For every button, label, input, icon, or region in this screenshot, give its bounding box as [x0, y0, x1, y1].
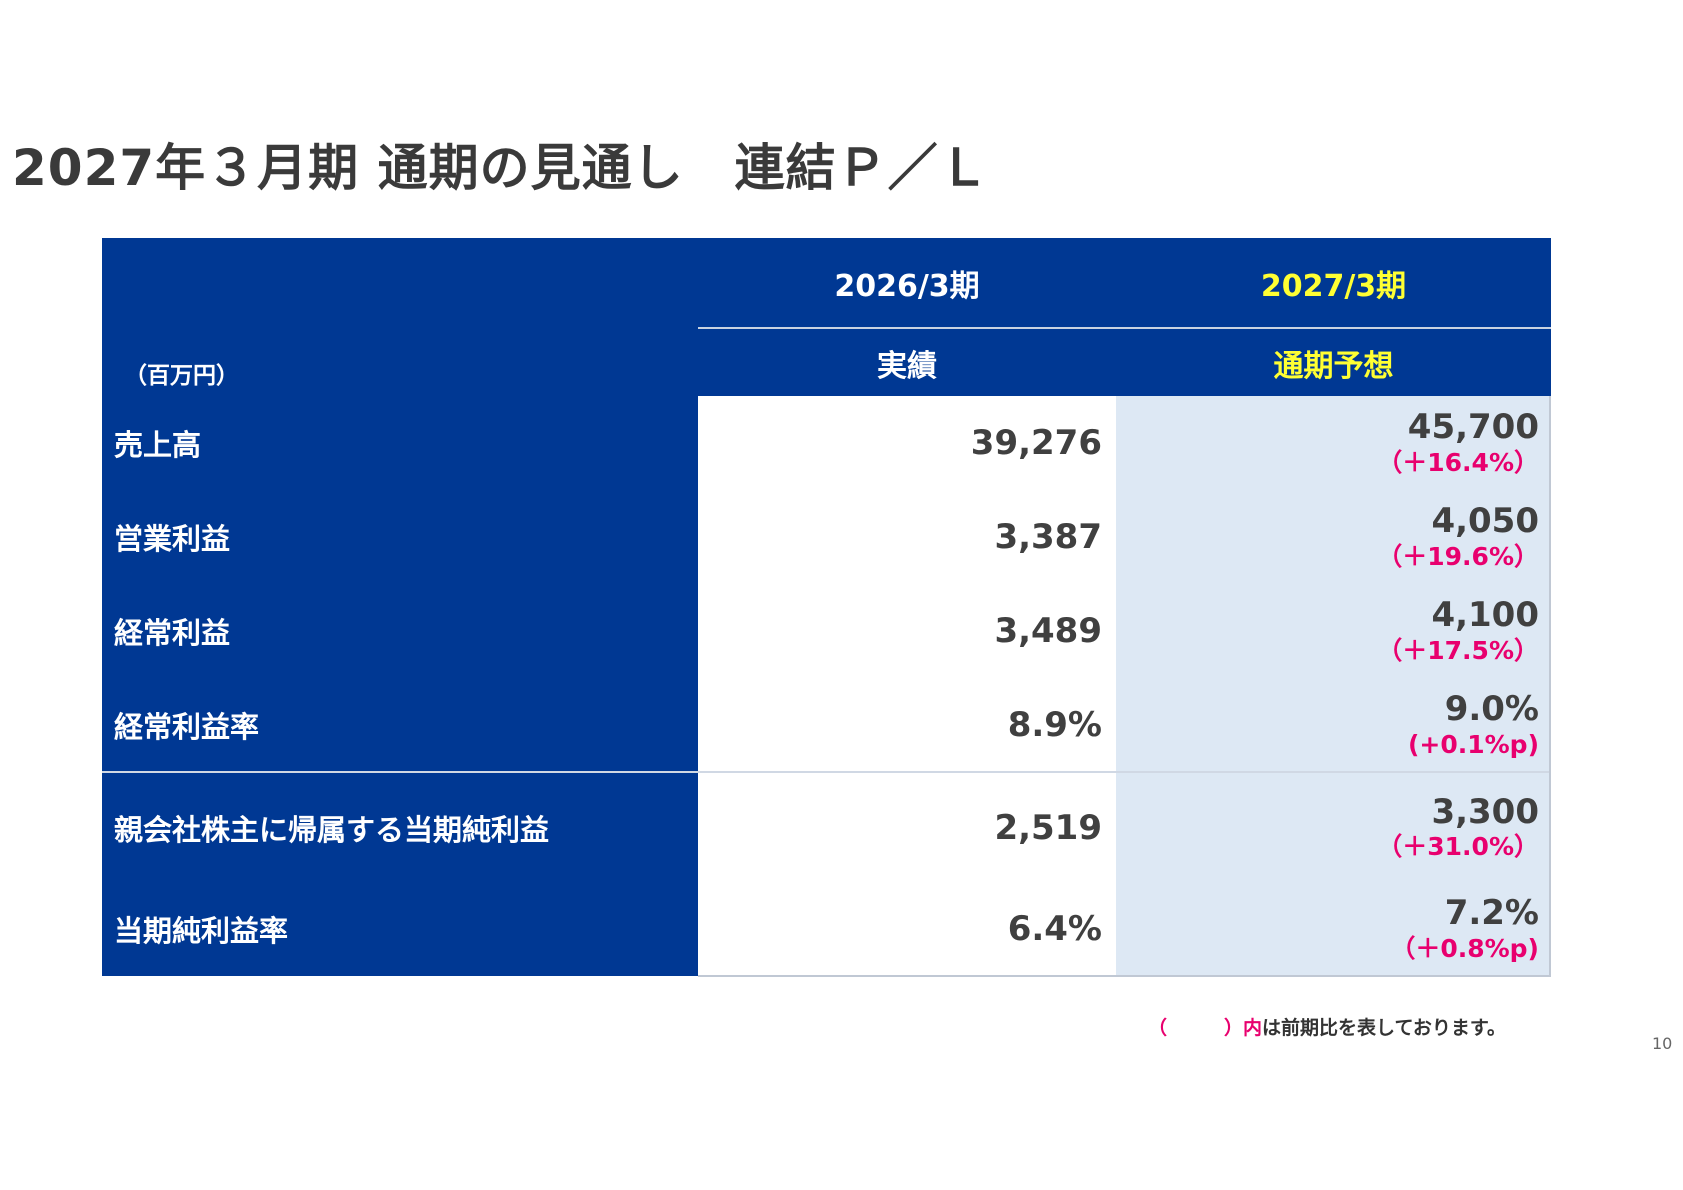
- forecast-ordinary-margin: 9.0% (+0.1%p): [1116, 678, 1551, 772]
- forecast-change: （＋16.4%）: [1377, 447, 1539, 477]
- pl-forecast-table: （百万円） 2026/3期 2027/3期 実績 通期予想 売上高 39,276…: [102, 238, 1551, 977]
- forecast-value: 4,100: [1431, 595, 1539, 636]
- forecast-operating-income: 4,050 （＋19.6%）: [1116, 490, 1551, 584]
- table-bottom-border: [698, 975, 1551, 977]
- forecast-change: （＋19.6%）: [1377, 541, 1539, 571]
- header-next-type: 通期予想: [1116, 329, 1551, 396]
- header-next-period: 2027/3期: [1116, 238, 1551, 328]
- forecast-value: 45,700: [1407, 407, 1539, 448]
- actual-ordinary-margin: 8.9%: [698, 678, 1116, 772]
- actual-net-income: 2,519: [698, 773, 1116, 882]
- forecast-change: （＋17.5%）: [1377, 635, 1539, 665]
- row-label-ordinary-margin: 経常利益率: [102, 678, 698, 772]
- forecast-change: (+0.1%p): [1407, 729, 1539, 759]
- forecast-value: 4,050: [1431, 501, 1539, 542]
- page-title: 2027年３月期 通期の見通し 連結Ｐ／Ｌ: [12, 139, 990, 197]
- actual-operating-income: 3,387: [698, 490, 1116, 584]
- forecast-value: 9.0%: [1444, 689, 1539, 730]
- forecast-ordinary-income: 4,100 （＋17.5%）: [1116, 584, 1551, 678]
- section-divider: [102, 771, 1551, 773]
- footnote-text: は前期比を表しております。: [1262, 1017, 1506, 1039]
- unit-label: （百万円）: [124, 363, 239, 389]
- row-label-net-margin: 当期純利益率: [102, 882, 698, 976]
- actual-sales: 39,276: [698, 396, 1116, 490]
- forecast-sales: 45,700 （＋16.4%）: [1116, 396, 1551, 490]
- row-label-sales: 売上高: [102, 396, 698, 490]
- footnote: （ ）内は前期比を表しております。: [1148, 1013, 1506, 1040]
- table-right-border: [1549, 396, 1551, 976]
- row-label-ordinary-income: 経常利益: [102, 584, 698, 678]
- footnote-paren: （ ）: [1148, 1017, 1244, 1039]
- actual-net-margin: 6.4%: [698, 882, 1116, 976]
- forecast-change: （＋31.0%）: [1377, 832, 1539, 862]
- actual-ordinary-income: 3,489: [698, 584, 1116, 678]
- page-number: 10: [1652, 1034, 1673, 1053]
- forecast-value: 3,300: [1431, 791, 1539, 832]
- forecast-change: （＋0.8%p): [1390, 933, 1539, 963]
- header-label-cell: （百万円）: [102, 238, 698, 396]
- footnote-inner: 内: [1243, 1017, 1263, 1039]
- row-label-operating-income: 営業利益: [102, 490, 698, 584]
- forecast-value: 7.2%: [1444, 893, 1539, 934]
- header-prev-type: 実績: [698, 329, 1116, 396]
- forecast-net-margin: 7.2% （＋0.8%p): [1116, 882, 1551, 976]
- header-divider: [698, 327, 1551, 329]
- forecast-net-income: 3,300 （＋31.0%）: [1116, 773, 1551, 882]
- row-label-net-income: 親会社株主に帰属する当期純利益: [102, 773, 698, 882]
- header-prev-period: 2026/3期: [698, 238, 1116, 328]
